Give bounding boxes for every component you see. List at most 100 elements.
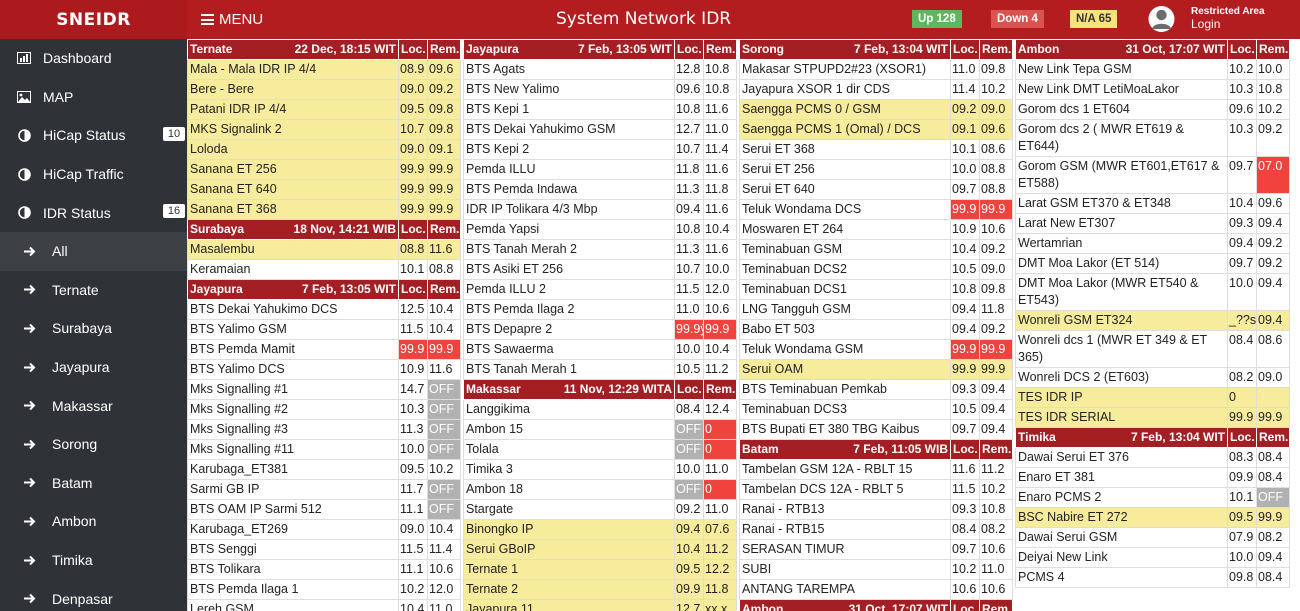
sidebar-item-surabaya[interactable]: Surabaya <box>0 309 187 348</box>
sidebar-item-ternate[interactable]: Ternate <box>0 271 187 310</box>
table-row[interactable]: Pemda Yapsi 10.8 10.4 <box>463 219 737 240</box>
table-row[interactable]: Wonreli GSM ET324 _??s 09.4 <box>1015 310 1290 331</box>
table-row[interactable]: Mks Signalling #11 10.0 OFF <box>187 439 461 460</box>
sidebar-item-jayapura[interactable]: Jayapura <box>0 348 187 387</box>
table-row[interactable]: Serui ET 640 09.7 08.8 <box>739 179 1013 200</box>
table-row[interactable]: Mks Signalling #2 10.3 OFF <box>187 399 461 420</box>
region-title[interactable]: Ternate 22 Dec, 18:15 WIT <box>187 39 399 60</box>
table-row[interactable]: Masalembu 08.8 11.6 <box>187 239 461 260</box>
table-row[interactable]: Serui OAM 99.9 99.9 <box>739 359 1013 380</box>
table-row[interactable]: BTS Pemda Ilaga 1 10.2 12.0 <box>187 579 461 600</box>
table-row[interactable]: Gorom dcs 2 ( MWR ET619 & ET644) 10.3 09.2 <box>1015 119 1290 157</box>
table-row[interactable]: TES IDR IP 0 <box>1015 387 1290 408</box>
table-row[interactable]: Serui ET 368 10.1 08.6 <box>739 139 1013 160</box>
status-badge-down[interactable]: Down 4 <box>991 10 1044 28</box>
table-row[interactable]: Saengga PCMS 1 (Omal) / DCS 09.1 09.6 <box>739 119 1013 140</box>
table-row[interactable]: Sanana ET 256 99.9 99.9 <box>187 159 461 180</box>
table-row[interactable]: BTS Pemda Ilaga 2 11.0 10.6 <box>463 299 737 320</box>
table-row[interactable]: Larat New ET307 09.3 09.4 <box>1015 213 1290 234</box>
table-row[interactable]: BTS Yalimo DCS 10.9 11.6 <box>187 359 461 380</box>
status-badge-up[interactable]: Up 128 <box>912 10 962 28</box>
table-row[interactable]: IDR IP Tolikara 4/3 Mbp 09.4 11.6 <box>463 199 737 220</box>
table-row[interactable]: BTS Yalimo GSM 11.5 10.4 <box>187 319 461 340</box>
sidebar-item-dashboard[interactable]: Dashboard <box>0 39 187 78</box>
table-row[interactable]: Sarmi GB IP 11.7 OFF <box>187 479 461 500</box>
table-row[interactable]: Gorom dcs 1 ET604 09.6 10.2 <box>1015 99 1290 120</box>
table-row[interactable]: Ranai - RTB15 08.4 08.2 <box>739 519 1013 540</box>
table-row[interactable]: Stargate 09.2 11.0 <box>463 499 737 520</box>
table-row[interactable]: Teminabuan GSM 10.4 09.2 <box>739 239 1013 260</box>
table-row[interactable]: BTS OAM IP Sarmi 512 11.1 OFF <box>187 499 461 520</box>
table-row[interactable]: BTS Senggi 11.5 11.4 <box>187 539 461 560</box>
table-row[interactable]: Makasar STPUPD2#23 (XSOR1) 11.0 09.8 <box>739 59 1013 80</box>
table-row[interactable]: Ternate 1 09.5 12.2 <box>463 559 737 580</box>
table-row[interactable]: Pemda ILLU 2 11.5 12.0 <box>463 279 737 300</box>
table-row[interactable]: SERASAN TIMUR 09.7 10.6 <box>739 539 1013 560</box>
region-title[interactable]: Sorong 7 Feb, 13:04 WIT <box>739 39 951 60</box>
table-row[interactable]: Langgikima 08.4 12.4 <box>463 399 737 420</box>
table-row[interactable]: PCMS 4 09.8 08.4 <box>1015 567 1290 588</box>
table-row[interactable]: Ambon 18 OFF 0 <box>463 479 737 500</box>
table-row[interactable]: BSC Nabire ET 272 09.5 99.9 <box>1015 507 1290 528</box>
table-row[interactable]: BTS Kepi 2 10.7 11.4 <box>463 139 737 160</box>
table-row[interactable]: Timika 3 10.0 11.0 <box>463 459 737 480</box>
brand-logo[interactable]: SNEIDR <box>0 0 187 39</box>
region-title[interactable]: Ambon 31 Oct, 17:07 WIT <box>739 599 951 611</box>
table-row[interactable]: Ternate 2 09.9 11.8 <box>463 579 737 600</box>
table-row[interactable]: Pemda ILLU 11.8 11.6 <box>463 159 737 180</box>
table-row[interactable]: Teminabuan DCS3 10.5 09.4 <box>739 399 1013 420</box>
table-row[interactable]: Ambon 15 OFF 0 <box>463 419 737 440</box>
region-title[interactable]: Jayapura 7 Feb, 13:05 WIT <box>463 39 675 60</box>
sidebar-item-idr-status[interactable]: IDR Status 16 <box>0 193 187 232</box>
table-row[interactable]: BTS Asiki ET 256 10.7 10.0 <box>463 259 737 280</box>
table-row[interactable]: New Link DMT LetiMoaLakor 10.3 10.8 <box>1015 79 1290 100</box>
region-title[interactable]: Surabaya 18 Nov, 14:21 WIB <box>187 219 399 240</box>
sidebar-item-ambon[interactable]: Ambon <box>0 502 187 541</box>
menu-toggle-button[interactable]: MENU <box>201 11 263 28</box>
table-row[interactable]: Saengga PCMS 0 / GSM 09.2 09.0 <box>739 99 1013 120</box>
table-row[interactable]: Tolala OFF 0 <box>463 439 737 460</box>
table-row[interactable]: Serui GBoIP 10.4 11.2 <box>463 539 737 560</box>
table-row[interactable]: Mks Signalling #1 14.7 OFF <box>187 379 461 400</box>
table-row[interactable]: BTS Pemda Mamit 99.9 99.9 <box>187 339 461 360</box>
table-row[interactable]: Jayapura 11 12.7 xx.x <box>463 599 737 611</box>
table-row[interactable]: Bere - Bere 09.0 09.2 <box>187 79 461 100</box>
login-link[interactable]: Restricted Area Login <box>1191 5 1265 31</box>
table-row[interactable]: Ranai - RTB13 09.3 10.8 <box>739 499 1013 520</box>
table-row[interactable]: Loloda 09.0 09.1 <box>187 139 461 160</box>
sidebar-item-all[interactable]: All <box>0 231 187 271</box>
table-row[interactable]: Mala - Mala IDR IP 4/4 08.9 09.6 <box>187 59 461 80</box>
table-row[interactable]: Larat GSM ET370 & ET348 10.4 09.6 <box>1015 193 1290 214</box>
sidebar-item-makassar[interactable]: Makassar <box>0 386 187 425</box>
table-row[interactable]: Teminabuan DCS2 10.5 09.0 <box>739 259 1013 280</box>
sidebar-item-timika[interactable]: Timika <box>0 541 187 580</box>
table-row[interactable]: BTS Sawaerma 10.0 10.4 <box>463 339 737 360</box>
table-row[interactable]: BTS Agats 12.8 10.8 <box>463 59 737 80</box>
table-row[interactable]: Karubaga_ET381 09.5 10.2 <box>187 459 461 480</box>
table-row[interactable]: Keramaian 10.1 08.8 <box>187 259 461 280</box>
region-title[interactable]: Batam 7 Feb, 11:05 WIB <box>739 439 951 460</box>
sidebar-item-batam[interactable]: Batam <box>0 464 187 503</box>
table-row[interactable]: BTS Tanah Merah 2 11.3 11.6 <box>463 239 737 260</box>
region-title[interactable]: Timika 7 Feb, 13:04 WIT <box>1015 427 1228 448</box>
sidebar-item-map[interactable]: MAP <box>0 78 187 117</box>
table-row[interactable]: Teminabuan DCS1 10.8 09.8 <box>739 279 1013 300</box>
table-row[interactable]: Karubaga_ET269 09.0 10.4 <box>187 519 461 540</box>
table-row[interactable]: TES IDR SERIAL 99.9 99.9 <box>1015 407 1290 428</box>
table-row[interactable]: Dawai Serui ET 376 08.3 08.4 <box>1015 447 1290 468</box>
table-row[interactable]: Tambelan DCS 12A - RBLT 5 11.5 10.2 <box>739 479 1013 500</box>
table-row[interactable]: New Link Tepa GSM 10.2 10.0 <box>1015 59 1290 80</box>
table-row[interactable]: BTS Tolikara 11.1 10.6 <box>187 559 461 580</box>
table-row[interactable]: Teluk Wondama GSM 99.9 99.9 <box>739 339 1013 360</box>
table-row[interactable]: Teluk Wondama DCS 99.9 99.9 <box>739 199 1013 220</box>
table-row[interactable]: Wertamrian 09.4 09.2 <box>1015 233 1290 254</box>
table-row[interactable]: BTS Dekai Yahukimo DCS 12.5 10.4 <box>187 299 461 320</box>
table-row[interactable]: Lereh GSM 10.4 11.0 <box>187 599 461 611</box>
table-row[interactable]: Sanana ET 368 99.9 99.9 <box>187 199 461 220</box>
table-row[interactable]: Wonreli DCS 2 (ET603) 08.2 09.0 <box>1015 367 1290 388</box>
table-row[interactable]: Enaro PCMS 2 10.1 OFF <box>1015 487 1290 508</box>
sidebar-item-denpasar[interactable]: Denpasar <box>0 579 187 611</box>
table-row[interactable]: LNG Tangguh GSM 09.4 11.8 <box>739 299 1013 320</box>
table-row[interactable]: BTS Kepi 1 10.8 11.6 <box>463 99 737 120</box>
status-badge-na[interactable]: N/A 65 <box>1070 10 1118 28</box>
